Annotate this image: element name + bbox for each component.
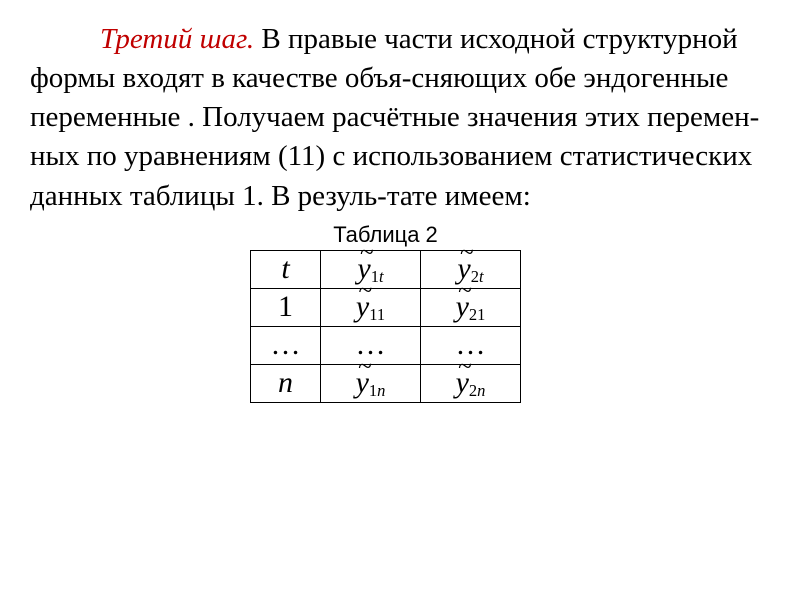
table-cell: t — [251, 250, 321, 288]
table-row: 1~y11~y21 — [251, 288, 521, 326]
page: Третий шаг. В правые части исходной стру… — [0, 0, 800, 423]
step-label: Третий шаг. — [100, 23, 254, 55]
table-cell: ~y1n — [321, 364, 421, 402]
table-2: Таблица 2 t~y1t~y2t1~y11~y21………n~y1n~y2n — [250, 222, 521, 403]
table-row: ……… — [251, 326, 521, 364]
table-caption: Таблица 2 — [250, 222, 521, 248]
table-body: t~y1t~y2t1~y11~y21………n~y1n~y2n — [250, 250, 521, 403]
table-cell: ~y21 — [421, 288, 521, 326]
table-cell: ~y2n — [421, 364, 521, 402]
table-row: n~y1n~y2n — [251, 364, 521, 402]
table-cell: n — [251, 364, 321, 402]
table-cell: … — [251, 326, 321, 364]
paragraph: Третий шаг. В правые части исходной стру… — [30, 20, 770, 216]
table-cell: ~y11 — [321, 288, 421, 326]
table-cell: 1 — [251, 288, 321, 326]
table-row: t~y1t~y2t — [251, 250, 521, 288]
